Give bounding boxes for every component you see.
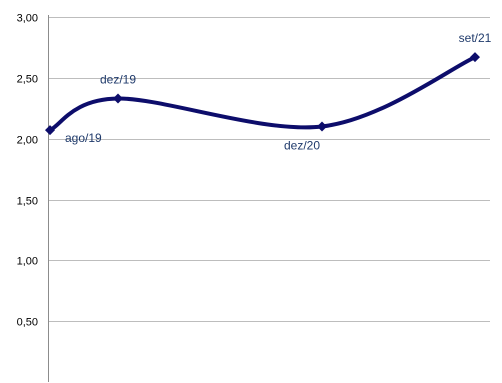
data-point-marker bbox=[470, 52, 480, 63]
y-tick-label: 2,00 bbox=[17, 135, 38, 147]
data-label: dez/19 bbox=[100, 73, 136, 87]
y-tick-label: 2,50 bbox=[17, 74, 38, 86]
data-label: set/21 bbox=[459, 31, 492, 45]
data-point-marker bbox=[317, 121, 327, 132]
series-line bbox=[48, 55, 477, 133]
data-label: ago/19 bbox=[65, 131, 102, 145]
data-markers bbox=[45, 52, 480, 136]
y-tick-label: 1,50 bbox=[17, 196, 38, 208]
y-tick-label: 1,00 bbox=[17, 256, 38, 268]
y-tick-labels: 0,50 1,00 1,50 2,00 2,50 3,00 bbox=[17, 13, 38, 329]
grid-lines bbox=[48, 17, 490, 322]
data-labels: ago/19 dez/19 dez/20 set/21 bbox=[65, 31, 492, 152]
data-point-marker bbox=[113, 93, 123, 104]
y-tick-label: 0,50 bbox=[17, 317, 38, 329]
data-label: dez/20 bbox=[284, 139, 320, 153]
y-tick-label: 3,00 bbox=[17, 13, 38, 25]
data-point-marker bbox=[45, 125, 55, 136]
